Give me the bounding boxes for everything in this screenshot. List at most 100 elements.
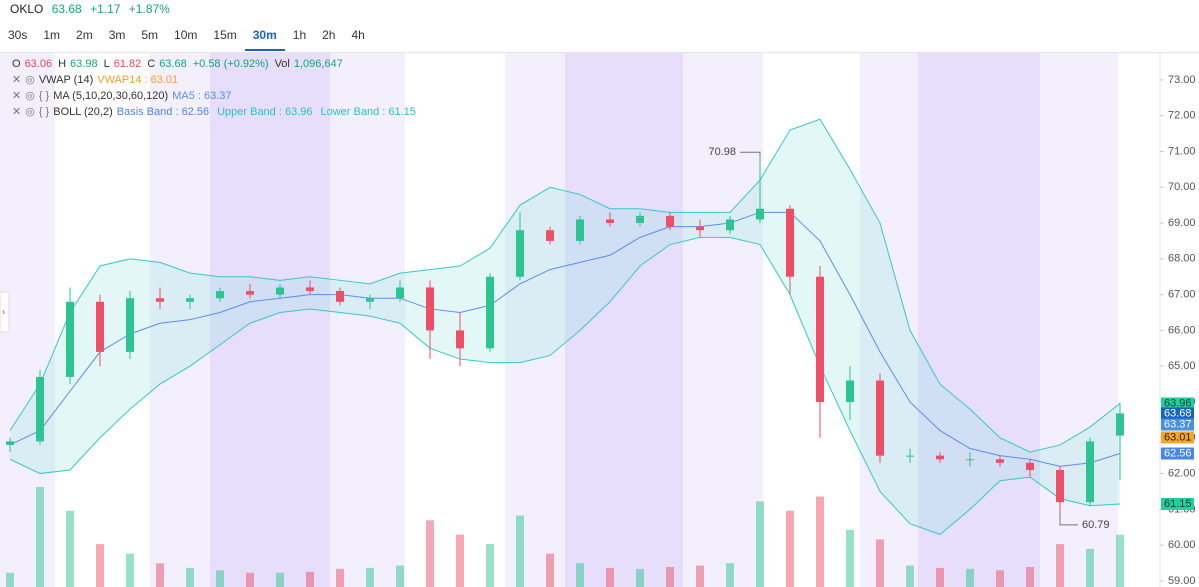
volume-bar xyxy=(876,539,884,587)
toolbar: OKLO 63.68 +1.17 +1.87% 30s 1m 2m 3m 5m 10m 15… xyxy=(0,0,1199,53)
volume-bar xyxy=(756,501,764,587)
change: +1.17 xyxy=(90,2,121,16)
indicator-row: ✕ ◎ VWAP (14) VWAP14 : 63.01 xyxy=(12,72,424,88)
candle-body xyxy=(726,219,734,231)
volume-bar xyxy=(186,567,194,587)
interval-button[interactable]: 10m xyxy=(174,28,198,42)
visibility-icon[interactable]: ◎ xyxy=(25,106,35,118)
interval-button[interactable]: 1h xyxy=(292,28,307,42)
candle-body xyxy=(636,215,644,224)
settings-icon[interactable]: { } xyxy=(38,106,50,118)
interval-button[interactable]: 30s xyxy=(8,28,28,42)
ohlc-value: +0.58 (+0.92%) xyxy=(192,58,269,70)
candle-body xyxy=(1116,413,1124,436)
interval-button[interactable]: 1m xyxy=(43,28,61,42)
volume-bar xyxy=(1056,544,1064,587)
volume-bar xyxy=(966,568,974,587)
y-tick-label: 69.00 xyxy=(1168,217,1196,229)
remove-icon[interactable]: ✕ xyxy=(12,90,22,102)
side-toggle-icon: › xyxy=(2,306,5,316)
interval-button[interactable]: 5m xyxy=(141,28,159,42)
candle-body xyxy=(456,330,464,349)
candle-body xyxy=(486,276,494,349)
candle-body xyxy=(396,287,404,299)
y-tick-label: 72.00 xyxy=(1168,110,1196,122)
y-tick-label: 67.00 xyxy=(1168,289,1196,301)
side-toggle[interactable] xyxy=(0,291,10,333)
indicator-value: MA5 : 63.37 xyxy=(172,90,232,102)
interval-button[interactable]: 30m xyxy=(244,27,285,51)
volume-bar xyxy=(336,568,344,587)
candle-body xyxy=(576,219,584,241)
ohlc-value: 63.98 xyxy=(70,58,98,70)
ohlc-label: Vol xyxy=(274,58,290,70)
candle-body xyxy=(126,298,134,352)
indicator-value: VWAP14 : 63.01 xyxy=(97,74,179,86)
y-tick-label: 62.00 xyxy=(1168,467,1196,479)
volume-bar xyxy=(456,534,464,587)
candle-body xyxy=(756,208,764,220)
volume-bar xyxy=(6,572,14,587)
price-tag xyxy=(1161,497,1194,510)
interval-button[interactable]: 2m xyxy=(76,28,93,42)
candle-body xyxy=(156,298,164,302)
remove-icon[interactable]: ✕ xyxy=(12,74,22,86)
candle-body xyxy=(966,459,974,461)
y-tick-label: 68.00 xyxy=(1168,253,1196,265)
interval-button[interactable]: 2h xyxy=(322,28,336,42)
volume-bar xyxy=(636,568,644,587)
candle-body xyxy=(816,276,824,402)
price-tag-label: 62.56 xyxy=(1164,447,1192,459)
ohlc-value: 1,096,647 xyxy=(293,58,343,70)
interval-button[interactable]: 4h xyxy=(351,28,365,42)
candle-body xyxy=(846,380,854,402)
interval-button[interactable]: 3m xyxy=(108,28,126,42)
price-tag xyxy=(1161,418,1194,431)
candle-body xyxy=(1026,462,1034,470)
volume-bar xyxy=(1116,534,1124,587)
volume-bar xyxy=(36,487,44,587)
ohlc-label: C xyxy=(147,58,156,70)
candle-body xyxy=(306,287,314,292)
volume-bar xyxy=(396,565,404,587)
high-label: 70.98 xyxy=(708,146,736,158)
candle-body xyxy=(516,230,524,277)
ohlc-label: L xyxy=(103,58,110,70)
visibility-icon[interactable]: ◎ xyxy=(25,90,35,102)
y-tick-label: 59.00 xyxy=(1168,575,1196,587)
band-layer xyxy=(9,118,1121,535)
visibility-icon[interactable]: ◎ xyxy=(25,74,35,86)
candle-body xyxy=(546,230,554,241)
price: 63.68 xyxy=(51,2,82,16)
price-tag-label: 61.15 xyxy=(1164,498,1192,510)
volume-bar xyxy=(516,515,524,587)
ohlc-value: 63.06 xyxy=(24,58,53,70)
price-tag-label: 63.96 xyxy=(1164,397,1192,409)
remove-icon[interactable]: ✕ xyxy=(12,106,22,118)
y-tick-label: 66.00 xyxy=(1168,324,1196,336)
price-tag-label: 63.68 xyxy=(1164,407,1192,419)
volume-bar xyxy=(366,567,374,587)
indicator-row: ✕ ◎{ } BOLL (20,2) Basis Band : 62.56 Upper … xyxy=(12,104,424,120)
volume-bar xyxy=(666,567,674,587)
candle-body xyxy=(216,291,224,299)
volume-bar xyxy=(66,510,74,587)
y-tick-label: 60.00 xyxy=(1168,539,1196,551)
price-tag-label: 63.01 xyxy=(1164,431,1192,443)
volume-bar xyxy=(1026,567,1034,587)
settings-icon[interactable]: { } xyxy=(38,90,50,102)
candle-body xyxy=(36,376,44,442)
price-tag xyxy=(1161,431,1194,444)
volume-bar xyxy=(726,563,734,587)
indicator-value: Upper Band : 63.96 xyxy=(217,106,313,118)
interval-button[interactable]: 15m xyxy=(213,28,237,42)
price-tag xyxy=(1161,397,1194,410)
y-tick-label: 73.00 xyxy=(1168,74,1196,86)
volume-bar xyxy=(576,563,584,587)
upper-band xyxy=(9,118,1121,453)
band-fill xyxy=(10,119,1120,535)
interval-bar: 30s 1m 2m 3m 5m 10m 15m 30m 1h 2h 4h xyxy=(0,27,373,51)
volume-bar xyxy=(486,544,494,587)
